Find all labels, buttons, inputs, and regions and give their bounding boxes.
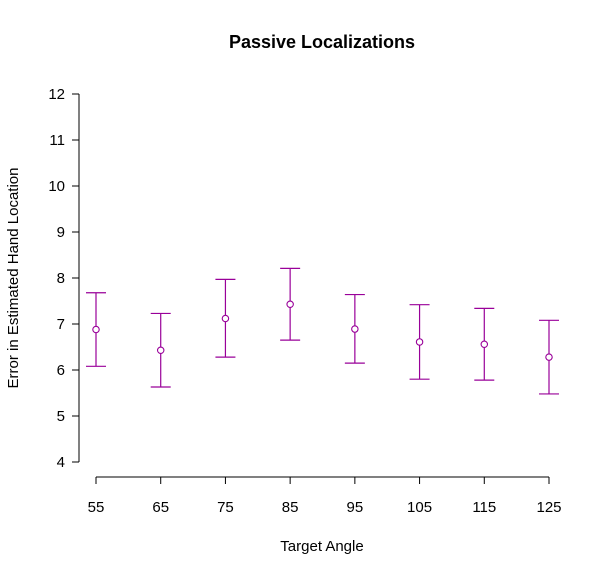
data-point <box>351 325 359 333</box>
y-tick-label: 12 <box>48 86 65 103</box>
data-point-group <box>539 319 559 395</box>
data-point <box>480 340 489 348</box>
y-tick-label: 5 <box>57 408 65 425</box>
data-point <box>221 314 230 323</box>
data-point <box>545 353 553 361</box>
data-point-group <box>280 267 301 341</box>
data-point-group <box>474 307 495 381</box>
y-tick-label: 4 <box>57 454 65 471</box>
y-tick-label: 8 <box>57 270 65 287</box>
x-axis: 55 65 75 85 95 105 115 125 <box>88 476 562 516</box>
x-tick-label: 65 <box>152 499 169 516</box>
data-point <box>156 346 165 354</box>
y-axis-label: Error in Estimated Hand Location <box>5 168 22 389</box>
data-point <box>286 300 294 308</box>
y-tick-label: 9 <box>57 224 65 241</box>
x-tick-label: 105 <box>407 499 432 516</box>
chart-title: Passive Localizations <box>229 32 415 52</box>
data-point-group <box>344 293 365 364</box>
x-axis-label: Target Angle <box>280 538 363 555</box>
y-tick-label: 7 <box>57 316 65 333</box>
data-point-group <box>86 292 106 367</box>
x-tick-label: 55 <box>88 499 105 516</box>
y-tick-label: 6 <box>57 362 65 379</box>
data-point <box>92 325 100 334</box>
x-tick-label: 85 <box>282 499 299 516</box>
x-tick-label: 75 <box>217 499 234 516</box>
plot-area <box>86 267 559 395</box>
data-point-group <box>409 304 430 380</box>
x-tick-label: 115 <box>472 499 496 516</box>
y-tick-label: 10 <box>48 178 65 195</box>
data-point-group <box>215 278 236 358</box>
data-point <box>415 338 424 346</box>
y-tick-label: 11 <box>49 132 65 149</box>
x-tick-label: 95 <box>347 499 364 516</box>
data-point-group <box>150 312 171 388</box>
y-axis: 4 5 6 7 8 9 10 11 12 <box>48 86 80 471</box>
x-tick-label: 125 <box>536 499 561 516</box>
